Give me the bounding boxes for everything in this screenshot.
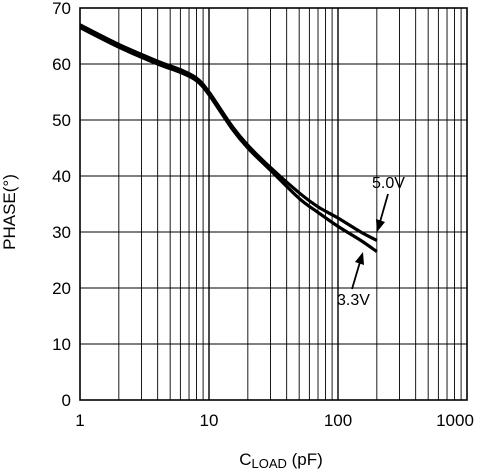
y-tick-label: 40 — [52, 167, 71, 186]
y-tick-label: 30 — [52, 223, 71, 242]
tick-labels: 0 10 20 30 40 50 60 70 1 10 100 1000 — [52, 0, 474, 430]
x-tick-label: 1 — [75, 411, 84, 430]
annotation-5v-arrow-line — [379, 193, 389, 223]
series-line-50v — [79, 23, 378, 242]
series-line-33v — [79, 26, 378, 253]
annotation-33v-arrow-line — [351, 261, 361, 290]
x-axis-label-main: C — [239, 450, 251, 469]
annotation-33v-label: 3.3V — [337, 292, 370, 309]
y-tick-label: 60 — [52, 55, 71, 74]
x-axis-label-unit: (pF) — [287, 450, 323, 469]
plot-frame — [79, 7, 468, 401]
x-tick-label: 100 — [324, 411, 352, 430]
x-tick-label: 1000 — [436, 411, 474, 430]
y-axis-label: PHASE(°) — [0, 174, 19, 250]
annotation-5v-arrow-head — [376, 219, 385, 232]
x-axis-label: CLOAD (pF) — [239, 450, 323, 469]
y-tick-label: 0 — [62, 391, 71, 410]
y-tick-label: 50 — [52, 111, 71, 130]
x-tick-label: 10 — [200, 411, 219, 430]
y-tick-label: 70 — [52, 0, 71, 18]
annotations: 5.0V 3.3V — [337, 175, 405, 309]
x-axis-label-subscript: LOAD — [251, 456, 286, 469]
grid-lines — [80, 8, 467, 400]
y-tick-label: 10 — [52, 335, 71, 354]
series-layer — [79, 23, 378, 253]
y-tick-label: 20 — [52, 279, 71, 298]
annotation-33v-arrow-head — [355, 252, 364, 265]
annotation-5v-label: 5.0V — [372, 175, 405, 192]
